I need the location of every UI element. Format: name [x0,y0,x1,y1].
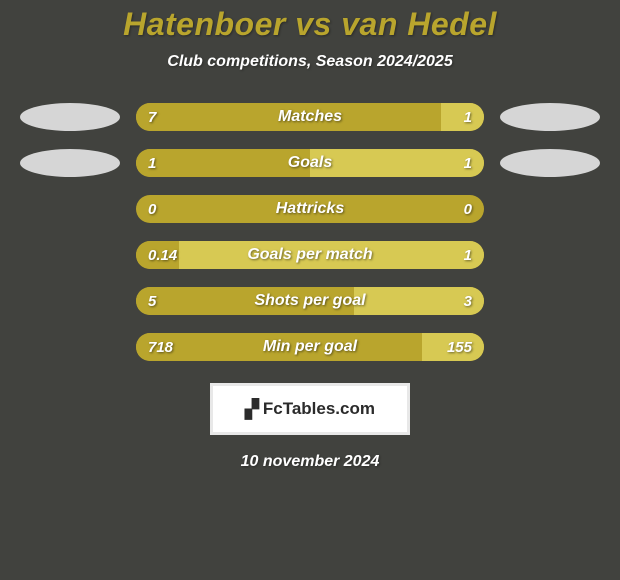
comparison-infographic: Hatenboer vs van Hedel Club competitions… [0,0,620,580]
player-badge-right [500,195,600,223]
page-title: Hatenboer vs van Hedel [123,6,497,43]
stat-bar: Min per goal718155 [136,333,484,361]
player-badge-left [20,287,120,315]
stat-bar-right [441,103,485,131]
stat-bar: Goals per match0.141 [136,241,484,269]
player-badge-left [20,103,120,131]
stat-row: Goals per match0.141 [10,241,610,269]
subtitle: Club competitions, Season 2024/2025 [167,53,452,71]
stat-bar-right [354,287,485,315]
player-badge-left [20,333,120,361]
stat-bar-left [136,149,310,177]
player-badge-right [500,149,600,177]
stat-bar-right [422,333,484,361]
logo-text: FcTables.com [263,399,375,419]
chart-icon: ▞ [245,399,259,420]
player-badge-right [500,241,600,269]
logo-box[interactable]: ▞ FcTables.com [210,383,410,435]
stat-bar-left [136,287,354,315]
stat-row: Goals11 [10,149,610,177]
stat-bar-left [136,195,484,223]
stat-bar-left [136,241,179,269]
stat-bar-right [179,241,484,269]
stat-bar: Hattricks00 [136,195,484,223]
logo-inner: ▞ FcTables.com [245,399,375,420]
stat-bar: Goals11 [136,149,484,177]
stat-row: Shots per goal53 [10,287,610,315]
stat-row: Min per goal718155 [10,333,610,361]
stat-bar-left [136,103,441,131]
stat-bar-right [310,149,484,177]
date-line: 10 november 2024 [241,453,380,471]
player-badge-right [500,103,600,131]
player-badge-right [500,333,600,361]
stat-bar-left [136,333,422,361]
player-badge-left [20,195,120,223]
player-badge-left [20,149,120,177]
stat-row: Matches71 [10,103,610,131]
stats-area: Matches71 Goals11 Hattricks00 Goals per mat… [10,103,610,379]
player-badge-left [20,241,120,269]
player-badge-right [500,287,600,315]
stat-bar: Matches71 [136,103,484,131]
stat-row: Hattricks00 [10,195,610,223]
stat-bar: Shots per goal53 [136,287,484,315]
